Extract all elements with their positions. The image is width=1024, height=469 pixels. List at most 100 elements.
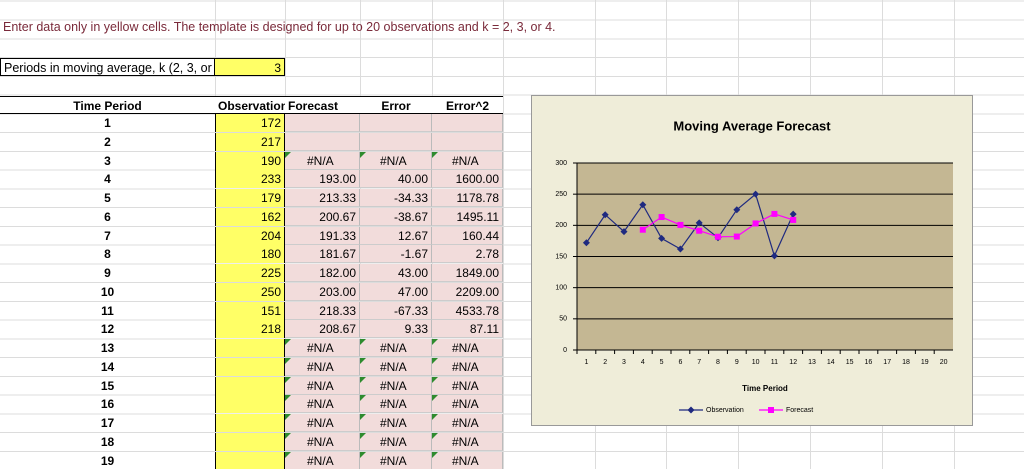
x-tick-label: 15 — [846, 359, 854, 366]
row-label: 8 — [104, 247, 111, 262]
row-label: 12 — [100, 322, 115, 337]
table-cell: #N/A — [360, 432, 432, 451]
y-tick-label: 150 — [555, 253, 567, 260]
table-cell[interactable]: 250 — [215, 282, 285, 301]
table-cell[interactable]: 204 — [215, 226, 285, 245]
legend-marker — [687, 406, 695, 414]
table-cell: #N/A — [432, 339, 503, 357]
table-cell[interactable] — [215, 395, 285, 414]
column-line — [503, 0, 504, 469]
row-label: 18 — [100, 434, 115, 449]
table-cell: #N/A — [432, 414, 503, 432]
table-cell[interactable]: 162 — [215, 207, 285, 226]
data-point — [676, 245, 684, 253]
table-cell — [360, 132, 432, 151]
x-tick-label: 6 — [678, 359, 682, 366]
data-point — [601, 211, 609, 219]
table-cell[interactable]: 190 — [215, 151, 285, 170]
row-label: 4 — [104, 172, 111, 187]
table-cell: 2209.00 — [432, 282, 503, 301]
table-cell[interactable]: 217 — [215, 132, 285, 151]
table-cell: 200.67 — [285, 207, 360, 226]
data-point — [715, 233, 721, 240]
table-cell[interactable] — [215, 432, 285, 451]
x-tick-label: 5 — [660, 359, 664, 366]
table-cell: #N/A — [285, 432, 360, 451]
series-line — [585, 193, 794, 258]
table-cell: #N/A — [432, 432, 503, 451]
table-cell: #N/A — [285, 451, 360, 469]
table-cell: #N/A — [360, 376, 432, 395]
table-cell: 160.44 — [432, 226, 503, 245]
table-cell: 193.00 — [285, 170, 360, 189]
x-tick-label: 4 — [641, 359, 645, 366]
row-label: 11 — [101, 303, 114, 318]
row-label: 17 — [100, 416, 115, 430]
table-cell: #N/A — [432, 395, 503, 414]
row-label: 16 — [100, 397, 115, 412]
table-cell[interactable] — [215, 357, 285, 376]
table-cell: 1495.11 — [432, 207, 503, 226]
table-cell: 87.11 — [432, 320, 503, 339]
data-point — [658, 234, 666, 242]
table-cell[interactable]: 172 — [215, 114, 285, 132]
data-point — [789, 210, 797, 218]
row-label: 7 — [104, 228, 111, 243]
table-cell: 2.78 — [432, 245, 503, 264]
table-cell: #N/A — [360, 339, 432, 357]
table-cell: 208.67 — [285, 320, 360, 339]
data-point — [639, 201, 647, 209]
table-cell — [432, 132, 503, 151]
table-cell: -38.67 — [360, 207, 432, 226]
table-cell[interactable]: 180 — [215, 245, 285, 264]
data-point — [790, 216, 797, 223]
table-cell: 40.00 — [360, 170, 432, 189]
table-cell[interactable]: 179 — [215, 189, 285, 207]
x-tick-label: 9 — [735, 359, 739, 366]
table-cell[interactable]: 225 — [215, 264, 285, 282]
x-tick-label: 2 — [603, 359, 607, 366]
table-cell[interactable] — [215, 376, 285, 395]
x-tick-label: 3 — [622, 359, 626, 366]
table-cell: 1849.00 — [432, 264, 503, 282]
x-tick-label: 12 — [789, 359, 797, 366]
table-cell: #N/A — [432, 151, 503, 170]
data-point — [752, 190, 760, 198]
table-cell: 1600.00 — [432, 170, 503, 189]
y-tick-label: 300 — [555, 160, 567, 167]
table-cell: #N/A — [360, 451, 432, 469]
x-tick-label: 14 — [827, 359, 835, 366]
table-cell[interactable] — [215, 339, 285, 357]
table-cell: -67.33 — [360, 301, 432, 320]
x-tick-label: 13 — [808, 359, 816, 366]
table-cell[interactable] — [215, 451, 285, 469]
data-point — [771, 210, 778, 217]
table-cell: #N/A — [285, 357, 360, 376]
table-cell[interactable]: 233 — [215, 170, 285, 189]
table-cell[interactable] — [215, 414, 285, 432]
table-cell: 218.33 — [285, 301, 360, 320]
table-cell: #N/A — [360, 357, 432, 376]
table-cell: 12.67 — [360, 226, 432, 245]
table-cell: 1178.78 — [432, 189, 503, 207]
row-label: 19 — [100, 453, 115, 468]
x-tick-label: 1 — [584, 359, 588, 366]
row-label: 5 — [104, 191, 111, 205]
table-cell: 9.33 — [360, 320, 432, 339]
table-cell[interactable]: 151 — [215, 301, 285, 320]
table-cell: 203.00 — [285, 282, 360, 301]
legend-label: Forecast — [786, 407, 813, 414]
k-value[interactable]: 3 — [214, 58, 285, 76]
row-label: 1 — [104, 116, 111, 130]
table-cell: 47.00 — [360, 282, 432, 301]
row-label: 14 — [100, 359, 115, 374]
row-label: 15 — [100, 378, 115, 393]
y-tick-label: 50 — [559, 316, 567, 323]
data-point — [733, 206, 741, 214]
column-header: Error^2 — [432, 96, 503, 114]
x-tick-label: 20 — [940, 359, 948, 366]
y-tick-label: 250 — [555, 191, 567, 198]
table-cell: 182.00 — [285, 264, 360, 282]
data-point — [696, 227, 703, 234]
table-cell[interactable]: 218 — [215, 320, 285, 339]
